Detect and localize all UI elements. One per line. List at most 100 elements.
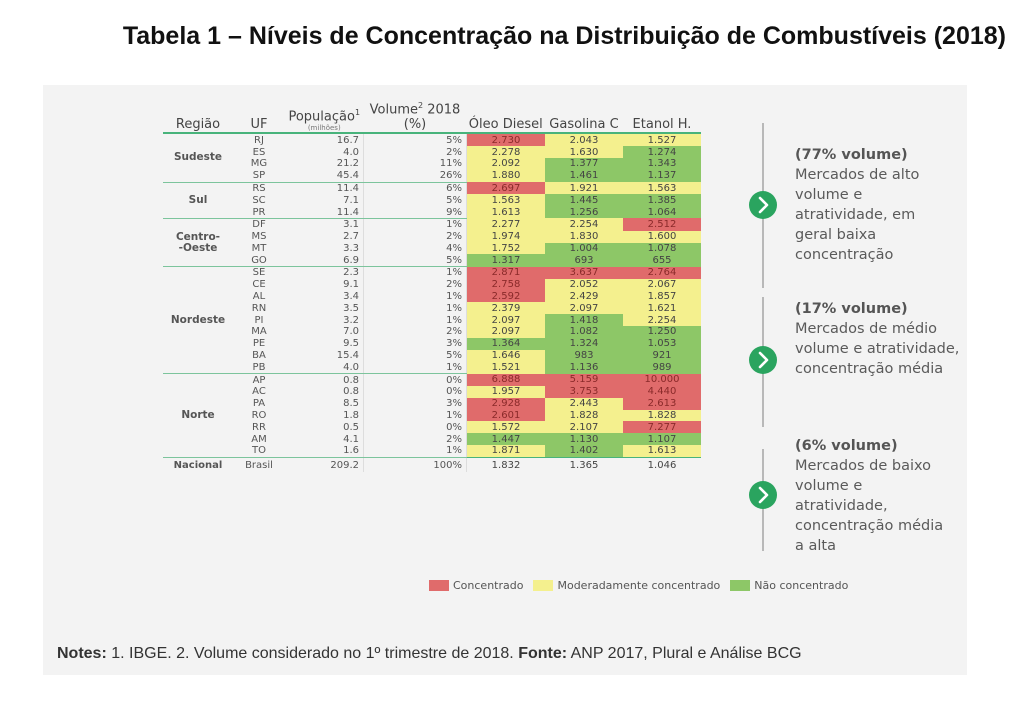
gasoline-cell: 2.052	[545, 278, 623, 291]
diesel-cell: 6.888	[466, 373, 545, 387]
notes: Notes: 1. IBGE. 2. Volume considerado no…	[57, 645, 802, 663]
uf-cell: RR	[252, 421, 266, 433]
ethanol-cell: 10.000	[623, 373, 701, 387]
uf-cell: ES	[252, 146, 266, 158]
table-row: PB 4.0 1% 1.521 1.136 989	[163, 361, 701, 375]
diesel-cell: 2.092	[466, 157, 545, 170]
table-row: TO 1.6 1% 1.871 1.402 1.613	[163, 445, 701, 458]
population-cell: 0.8	[285, 386, 364, 398]
table-panel: Região UF População1 (milhões) Volume2 2…	[43, 85, 967, 675]
table-row: MA 7.0 2% 2.097 1.082 1.250	[163, 326, 701, 338]
gasoline-cell: 1.828	[545, 409, 623, 422]
table-row: PE 9.5 3% 1.364 1.324 1.053	[163, 337, 701, 350]
table-row: AL 3.4 1% 2.592 2.429 1.857	[163, 290, 701, 303]
table-row: AM 4.1 2% 1.447 1.130 1.107	[163, 433, 701, 446]
volume-cell: 1%	[363, 445, 467, 458]
uf-cell: AP	[252, 374, 266, 386]
gasoline-cell: 2.254	[545, 218, 623, 231]
volume-cell: 1%	[363, 266, 467, 279]
diesel-cell: 1.880	[466, 169, 545, 183]
header-volume-footnote: 2	[418, 101, 424, 110]
diesel-cell: 2.097	[466, 314, 545, 327]
gasoline-cell: 2.107	[545, 421, 623, 434]
total-uf-cell: Brasil	[233, 456, 285, 472]
table-row: MG 21.2 11% 2.092 1.377 1.343	[163, 157, 701, 170]
volume-cell: 1%	[363, 409, 467, 422]
gasoline-cell: 693	[545, 254, 623, 267]
volume-cell: 11%	[363, 157, 467, 170]
population-cell: 9.5	[285, 337, 364, 350]
volume-cell: 2%	[363, 230, 467, 243]
gasoline-cell: 1.630	[545, 146, 623, 158]
gasoline-cell: 1.921	[545, 182, 623, 195]
ethanol-cell: 1.064	[623, 206, 701, 219]
diesel-cell: 2.697	[466, 182, 545, 195]
header-ethanol: Etanol H.	[632, 117, 692, 133]
header-diesel: Óleo Diesel	[468, 117, 543, 133]
volume-cell: 3%	[363, 397, 467, 410]
population-cell: 1.6	[285, 445, 364, 458]
uf-cell: MT	[251, 242, 267, 254]
source-text: ANP 2017, Plural e Análise BCG	[567, 645, 802, 662]
ethanol-cell: 921	[623, 349, 701, 362]
volume-cell: 2%	[363, 146, 467, 158]
ethanol-cell: 1.053	[623, 337, 701, 350]
gasoline-cell: 1.830	[545, 230, 623, 243]
population-cell: 16.7	[285, 133, 364, 147]
table-row: RO 1.8 1% 2.601 1.828 1.828	[163, 409, 701, 422]
diesel-cell: 2.277	[466, 218, 545, 231]
concentration-table: Região UF População1 (milhões) Volume2 2…	[163, 101, 701, 472]
gasoline-cell: 1.445	[545, 194, 623, 207]
diesel-cell: 2.592	[466, 290, 545, 303]
diesel-cell: 2.758	[466, 278, 545, 291]
population-cell: 11.4	[285, 206, 364, 219]
ethanol-cell: 1.250	[623, 326, 701, 338]
population-cell: 3.2	[285, 314, 364, 327]
gasoline-cell: 1.324	[545, 337, 623, 350]
notes-label: Notes:	[57, 645, 107, 662]
legend-swatch	[533, 580, 554, 591]
header-gasoline: Gasolina C	[549, 117, 619, 133]
diesel-cell: 1.364	[466, 337, 545, 350]
ethanol-cell: 2.764	[623, 266, 701, 279]
header-region: Região	[175, 117, 221, 133]
volume-cell: 26%	[363, 169, 467, 183]
diesel-cell: 2.871	[466, 266, 545, 279]
diesel-cell: 1.957	[466, 386, 545, 398]
uf-cell: AM	[251, 433, 267, 445]
table-row: Sudeste RJ 16.7 5% 2.730 2.043 1.527	[163, 133, 701, 183]
segment-text: Mercados de baixo volume e atratividade,…	[795, 458, 944, 554]
volume-cell: 2%	[363, 326, 467, 338]
segment-heading: (6% volume)	[795, 438, 898, 454]
volume-cell: 0%	[363, 386, 467, 398]
table-row: AC 0.8 0% 1.957 3.753 4.440	[163, 386, 701, 398]
population-cell: 2.7	[285, 230, 364, 243]
population-cell: 9.1	[285, 278, 364, 291]
uf-cell: RS	[252, 182, 266, 194]
gasoline-cell: 1.136	[545, 361, 623, 374]
volume-cell: 5%	[363, 133, 467, 147]
gasoline-cell: 3.637	[545, 266, 623, 279]
ethanol-cell: 1.274	[623, 146, 701, 158]
population-cell: 6.9	[285, 254, 364, 268]
segment-text: Mercados de alto volume e atratividade, …	[795, 167, 920, 263]
volume-cell: 5%	[363, 194, 467, 207]
header-volume-label: Volume	[369, 102, 419, 118]
gasoline-cell: 1.004	[545, 242, 623, 255]
diesel-cell: 1.572	[466, 421, 545, 434]
diesel-cell: 1.447	[466, 433, 545, 446]
ethanol-cell: 1.600	[623, 230, 701, 243]
total-volume-cell: 100%	[363, 456, 467, 472]
ethanol-cell: 1.857	[623, 290, 701, 303]
legend-label: Não concentrado	[754, 579, 849, 592]
segment-description-high: (77% volume) Mercados de alto volume e a…	[795, 145, 955, 265]
region-cell: Sul	[163, 182, 233, 219]
population-cell: 4.0	[285, 361, 364, 375]
volume-cell: 0%	[363, 421, 467, 434]
uf-cell: BA	[252, 350, 266, 362]
diesel-cell: 2.379	[466, 302, 545, 315]
table-row: PI 3.2 1% 2.097 1.418 2.254	[163, 314, 701, 327]
table-row: GO 6.9 5% 1.317 693 655	[163, 254, 701, 268]
header-volume-rest: 2018 (%)	[403, 102, 461, 133]
ethanol-cell: 1.613	[623, 445, 701, 458]
